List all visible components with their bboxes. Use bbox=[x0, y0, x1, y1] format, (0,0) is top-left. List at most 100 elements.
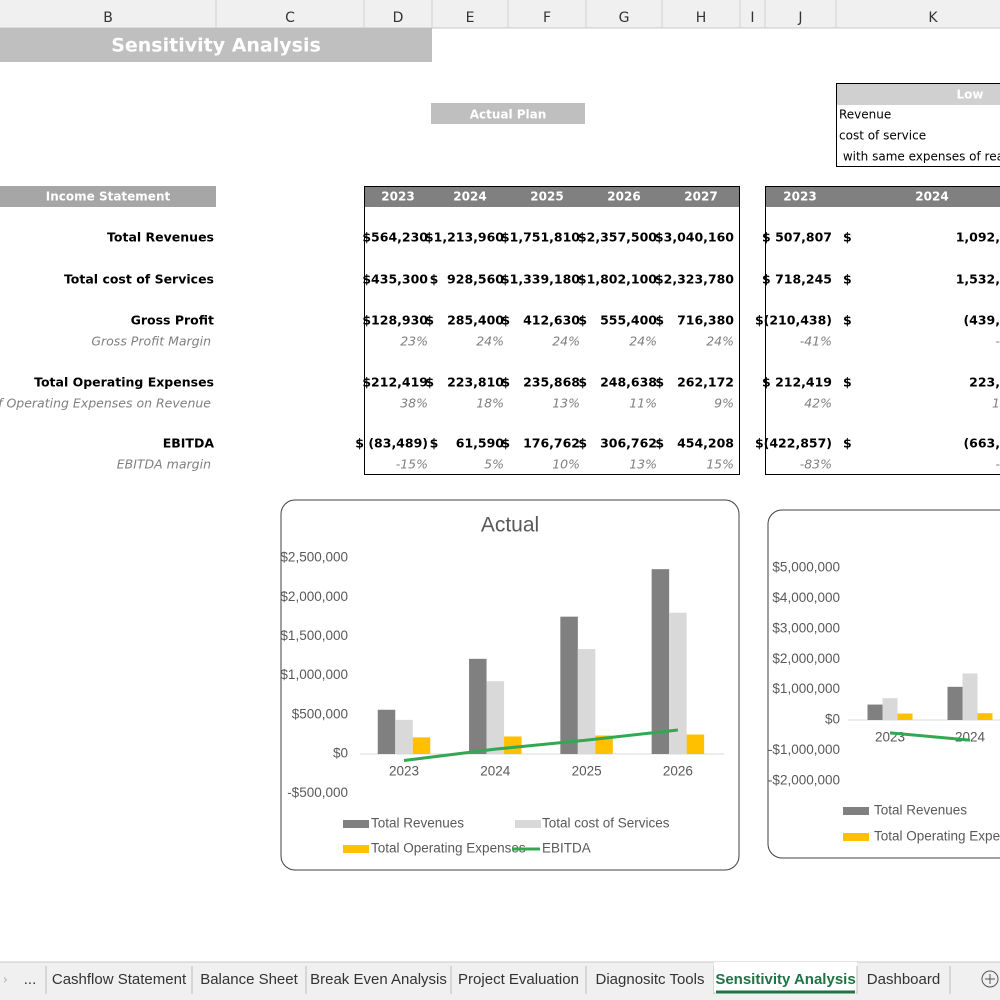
sheet-title: Sensitivity Analysis bbox=[111, 35, 321, 57]
low-box-header bbox=[837, 84, 1000, 105]
sheet-tab[interactable]: Diagnositc Tools bbox=[596, 971, 705, 988]
cell-value: $ 454,208 bbox=[655, 436, 734, 451]
cell-value: $ 716,380 bbox=[655, 313, 734, 328]
legend-label: EBITDA bbox=[542, 841, 591, 856]
cell-value: 24% bbox=[476, 334, 504, 349]
y-tick-label: -$2,000,000 bbox=[768, 772, 840, 787]
cell-value: 24% bbox=[629, 334, 657, 349]
column-header-bar bbox=[0, 0, 1000, 28]
y-tick-label: $4,000,000 bbox=[772, 590, 840, 605]
sheet-tab[interactable]: Balance Sheet bbox=[200, 971, 298, 988]
cell-value: 13% bbox=[552, 396, 580, 411]
line-series bbox=[889, 731, 971, 742]
sheet-tab[interactable]: Dashboard bbox=[867, 971, 940, 988]
row-label: EBITDA margin bbox=[117, 457, 211, 472]
legend-swatch bbox=[343, 845, 369, 853]
year-header: 2023 bbox=[381, 190, 414, 204]
legend-label: Total Operating Expenses bbox=[874, 829, 1000, 844]
title-bar bbox=[0, 28, 432, 62]
row-label: EBITDA bbox=[163, 436, 215, 451]
year-header: 2023 bbox=[783, 190, 816, 204]
cell-value: 1 bbox=[992, 396, 1000, 411]
cell-value: 13% bbox=[629, 457, 657, 472]
cell-value: 11% bbox=[629, 396, 657, 411]
x-tick-label: 2026 bbox=[663, 764, 693, 779]
cell-value: $564,230 bbox=[362, 230, 428, 245]
sheet-tab[interactable]: Project Evaluation bbox=[458, 971, 579, 988]
cell-value: $ 412,630 bbox=[501, 313, 580, 328]
sheet-tab[interactable]: Sensitivity Analysis bbox=[715, 971, 855, 988]
bar bbox=[560, 616, 578, 754]
bar bbox=[882, 698, 898, 720]
column-header[interactable]: J bbox=[797, 10, 802, 26]
bar bbox=[669, 612, 687, 754]
column-header[interactable]: C bbox=[285, 10, 295, 26]
cell-value: $ 555,400 bbox=[578, 313, 657, 328]
cell-value: $ bbox=[843, 436, 852, 451]
bar bbox=[686, 734, 705, 754]
y-tick-label: $2,000,000 bbox=[772, 651, 840, 666]
year-header: 2027 bbox=[684, 190, 717, 204]
cell-value: $1,213,960 bbox=[425, 230, 504, 245]
column-header[interactable]: B bbox=[103, 10, 113, 26]
y-tick-label: -$1,000,000 bbox=[768, 742, 840, 757]
cell-value: 15% bbox=[706, 457, 734, 472]
column-header[interactable]: F bbox=[543, 10, 551, 26]
sheet-tab[interactable]: ... bbox=[24, 971, 37, 988]
cell-value: $ 235,868 bbox=[501, 375, 580, 390]
cell-value: $ 176,762 bbox=[501, 436, 580, 451]
sheet-tab[interactable]: Break Even Analysis bbox=[310, 971, 447, 988]
y-tick-label: $2,000,000 bbox=[280, 589, 348, 604]
tab-scroll[interactable]: › bbox=[3, 973, 8, 987]
cell-value: 38% bbox=[400, 396, 428, 411]
column-header[interactable]: I bbox=[750, 10, 754, 26]
column-header[interactable]: G bbox=[619, 10, 630, 26]
legend-label: Total Revenues bbox=[371, 816, 464, 831]
legend-swatch bbox=[515, 820, 541, 828]
cell-value: -83% bbox=[800, 457, 832, 472]
line-series bbox=[403, 728, 679, 763]
cell-value: $ 718,245 bbox=[762, 272, 832, 287]
cell-value: 9% bbox=[714, 396, 734, 411]
x-tick-label: 2023 bbox=[875, 730, 905, 745]
x-tick-label: 2024 bbox=[955, 730, 986, 745]
bar bbox=[469, 658, 487, 754]
cell-value: $ 507,807 bbox=[762, 230, 832, 245]
row-label: Gross Profit Margin bbox=[91, 334, 211, 349]
year-header: 2024 bbox=[453, 190, 486, 204]
sheet-tab[interactable]: Cashflow Statement bbox=[52, 971, 187, 988]
y-tick-label: $2,500,000 bbox=[280, 550, 348, 565]
cell-value: 1,532, bbox=[956, 272, 1000, 287]
year-header: 2026 bbox=[607, 190, 640, 204]
legend-label: Total cost of Services bbox=[542, 816, 670, 831]
y-tick-label: $0 bbox=[333, 746, 348, 761]
cell-value: $ (83,489) bbox=[355, 436, 428, 451]
low-line: with same expenses of real p bbox=[839, 150, 1000, 164]
y-tick-label: -$500,000 bbox=[287, 785, 348, 800]
column-header[interactable]: K bbox=[928, 10, 938, 26]
bar bbox=[897, 713, 913, 720]
legend-swatch bbox=[843, 833, 869, 841]
y-tick-label: $1,000,000 bbox=[772, 681, 840, 696]
cell-value: -15% bbox=[396, 457, 428, 472]
column-header[interactable]: H bbox=[696, 10, 707, 26]
column-header[interactable]: D bbox=[393, 10, 404, 26]
cell-value: $1,339,180 bbox=[501, 272, 580, 287]
bar bbox=[395, 719, 413, 754]
bar bbox=[412, 737, 431, 754]
cell-value: $1,751,810 bbox=[501, 230, 580, 245]
add-sheet[interactable] bbox=[981, 970, 999, 988]
chart-title: Actual bbox=[481, 514, 539, 537]
cell-value: $ 262,172 bbox=[655, 375, 734, 390]
income-statement-label: Income Statement bbox=[46, 190, 171, 204]
cell-value: - bbox=[995, 334, 1000, 349]
legend-swatch bbox=[843, 807, 869, 815]
column-header[interactable]: E bbox=[466, 10, 475, 26]
active-tab-bg bbox=[714, 962, 857, 992]
row-label: Total cost of Services bbox=[64, 272, 214, 287]
cell-value: -41% bbox=[800, 334, 832, 349]
bar bbox=[504, 736, 522, 754]
cell-value: $212,419 bbox=[362, 375, 428, 390]
cell-value: 223, bbox=[969, 375, 1000, 390]
